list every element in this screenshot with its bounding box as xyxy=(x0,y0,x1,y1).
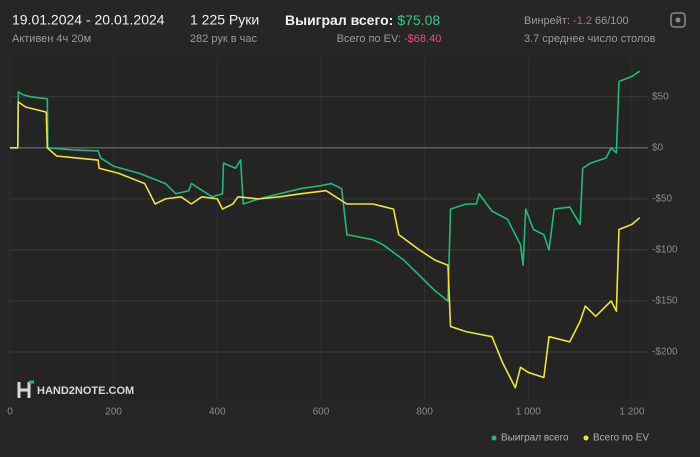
logo-mark xyxy=(17,382,31,398)
won-total: Выиграл всего: $75.08 xyxy=(285,12,440,28)
avg-tables: 3.7 среднее число столов xyxy=(524,33,656,45)
won-label: Выиграл всего: xyxy=(285,12,393,28)
y-tick-label: $50 xyxy=(652,91,669,102)
x-tick-label: 0 xyxy=(7,407,13,418)
settings-icon[interactable] xyxy=(670,12,686,28)
winrate-unit: 66/100 xyxy=(595,15,629,27)
logo: HAND2NOTE.COM xyxy=(17,380,134,398)
series-line xyxy=(10,70,641,302)
active-time: Активен 4ч 20м xyxy=(12,33,91,45)
ev-label: Всего по EV: xyxy=(337,33,401,45)
plot: 0 200 400 600 800 1 000 1 200 $50 $0 -$50 -$100 -$1… xyxy=(7,58,678,418)
legend-label: Всего по EV xyxy=(593,433,649,444)
y-tick-label: -$150 xyxy=(652,296,678,307)
legend-label: Выиграл всего xyxy=(501,433,569,444)
plot-area xyxy=(10,58,648,400)
x-tick-label: 200 xyxy=(105,407,122,418)
y-tick-label: -$100 xyxy=(652,245,678,256)
winrate-label: Винрейт: xyxy=(524,15,570,27)
y-tick-label: -$50 xyxy=(652,194,672,205)
dates: 19.01.2024 - 20.01.2024 xyxy=(12,12,165,28)
x-tick-label: 1 000 xyxy=(516,407,541,418)
x-tick-label: 800 xyxy=(416,407,433,418)
ev-value: -$68.40 xyxy=(404,33,441,45)
logo-text: HAND2NOTE.COM xyxy=(37,385,134,397)
legend-marker xyxy=(491,435,497,441)
settings-icon-dot xyxy=(675,17,681,23)
x-tick-label: 600 xyxy=(313,407,330,418)
x-tick-label: 1 200 xyxy=(619,407,644,418)
winrate: Винрейт: -1.2 66/100 xyxy=(524,15,629,27)
hands: 1 225 Руки xyxy=(190,12,259,28)
legend-marker xyxy=(583,435,589,441)
x-tick-label: 400 xyxy=(209,407,226,418)
series-line xyxy=(10,101,641,389)
y-tick-label: -$200 xyxy=(652,347,678,358)
hands-rate: 282 рук в час xyxy=(190,33,258,45)
winrate-value: -1.2 xyxy=(573,15,592,27)
ev-total: Всего по EV: -$68.40 xyxy=(337,33,442,45)
y-tick-label: $0 xyxy=(652,142,664,153)
won-value: $75.08 xyxy=(397,12,440,28)
